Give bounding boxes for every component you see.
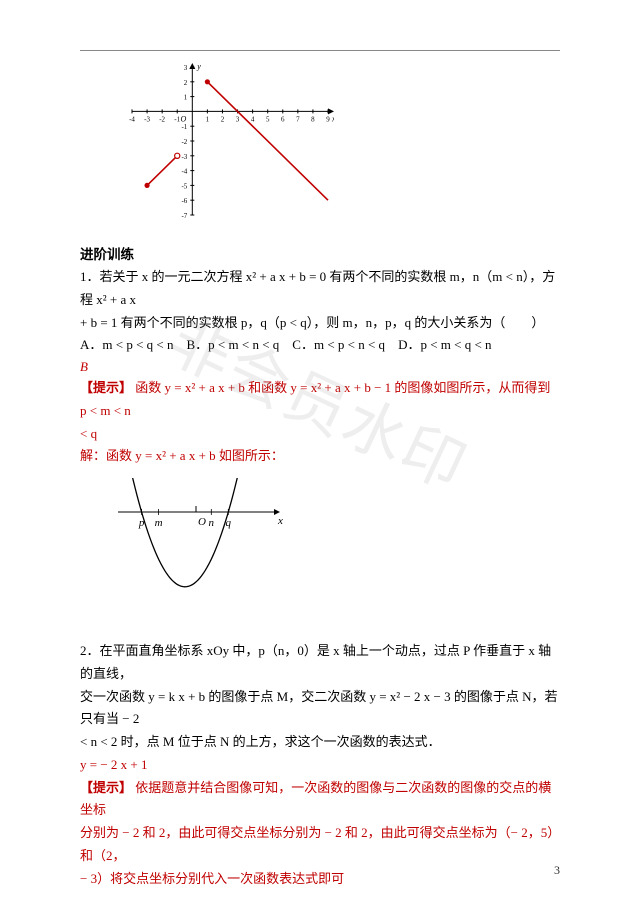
q2-line2: 交一次函数 y = k x + b 的图像于点 M，交二次函数 y = x² −… (80, 686, 560, 732)
svg-text:-3: -3 (181, 153, 187, 161)
q1-options: A．m < p < q < n B．p < m < n < q C．m < p … (80, 334, 560, 357)
q1-line1: 1．若关于 x 的一元二次方程 x² + a x + b = 0 有两个不同的实… (80, 266, 560, 312)
q1-hint-text1: 函数 y = x² + a x + b 和函数 y = x² + a x + b… (80, 380, 550, 418)
q1-hint-line2: < q (80, 423, 560, 446)
line-chart-svg: -4-3-2-1123456789-7-6-5-4-3-2-1123Oxy (114, 61, 334, 221)
svg-text:-6: -6 (181, 197, 187, 205)
svg-text:2: 2 (221, 115, 225, 123)
q1-hint-line1: 【提示】 函数 y = x² + a x + b 和函数 y = x² + a … (80, 377, 560, 423)
svg-text:x: x (277, 515, 283, 527)
svg-text:9: 9 (326, 115, 330, 123)
hint-label: 【提示】 (80, 380, 132, 395)
q1-opt-c: C．m < p < n < q (292, 337, 385, 352)
svg-text:6: 6 (281, 115, 285, 123)
q1-opt-a: A．m < p < q < n (80, 337, 174, 352)
q1-line2: + b = 1 有两个不同的实数根 p，q（p < q），则 m，n，p，q 的… (80, 312, 560, 335)
svg-text:4: 4 (251, 115, 255, 123)
hint-label-2: 【提示】 (80, 780, 132, 795)
parabola-svg: xOpmnq (114, 478, 284, 618)
svg-text:8: 8 (311, 115, 315, 123)
svg-text:O: O (181, 114, 187, 123)
svg-text:2: 2 (184, 79, 188, 87)
q2-line3: < n < 2 时，点 M 位于点 N 的上方，求这个一次函数的表达式． (80, 731, 560, 754)
svg-text:-4: -4 (129, 115, 135, 123)
q2-hint-line2: 分别为 − 2 和 2，由此可得交点坐标分别为 − 2 和 2，由此可得交点坐标… (80, 822, 560, 868)
svg-text:7: 7 (296, 115, 300, 123)
svg-text:O: O (198, 516, 206, 528)
svg-text:m: m (155, 517, 163, 529)
svg-text:-2: -2 (181, 138, 187, 146)
q2-hint-text1: 依据题意并结合图像可知，一次函数的图像与二次函数的图像的交点的横坐标 (80, 780, 551, 818)
coordinate-chart: -4-3-2-1123456789-7-6-5-4-3-2-1123Oxy (114, 61, 560, 225)
q2-hint-line3: − 3）将交点坐标分别代入一次函数表达式即可 (80, 868, 560, 891)
svg-text:-2: -2 (159, 115, 165, 123)
svg-text:1: 1 (206, 115, 210, 123)
top-rule (80, 50, 560, 51)
q1-opt-b: B．p < m < n < q (187, 337, 280, 352)
q1-opt-d: D．p < m < q < n (398, 337, 492, 352)
svg-text:3: 3 (184, 64, 188, 72)
svg-text:-3: -3 (144, 115, 150, 123)
q1-sol-line: 解：函数 y = x² + a x + b 如图所示： (80, 445, 560, 468)
svg-text:1: 1 (184, 94, 188, 102)
svg-text:5: 5 (266, 115, 270, 123)
svg-text:3: 3 (236, 115, 240, 123)
svg-text:x: x (331, 114, 334, 123)
section-title: 进阶训练 (80, 243, 560, 263)
svg-text:-4: -4 (181, 168, 187, 176)
page-number: 3 (554, 863, 560, 878)
svg-text:n: n (209, 517, 215, 529)
q2-answer: y = − 2 x + 1 (80, 754, 560, 777)
parabola-figure: xOpmnq (114, 478, 560, 622)
svg-text:-7: -7 (181, 212, 187, 220)
svg-text:-5: -5 (181, 182, 187, 190)
svg-text:-1: -1 (181, 123, 187, 131)
q1-answer: B (80, 359, 560, 375)
svg-text:y: y (196, 62, 201, 71)
q2-line1: 2．在平面直角坐标系 xOy 中，p（n，0）是 x 轴上一个动点，过点 P 作… (80, 640, 560, 686)
q2-hint-line1: 【提示】 依据题意并结合图像可知，一次函数的图像与二次函数的图像的交点的横坐标 (80, 777, 560, 823)
